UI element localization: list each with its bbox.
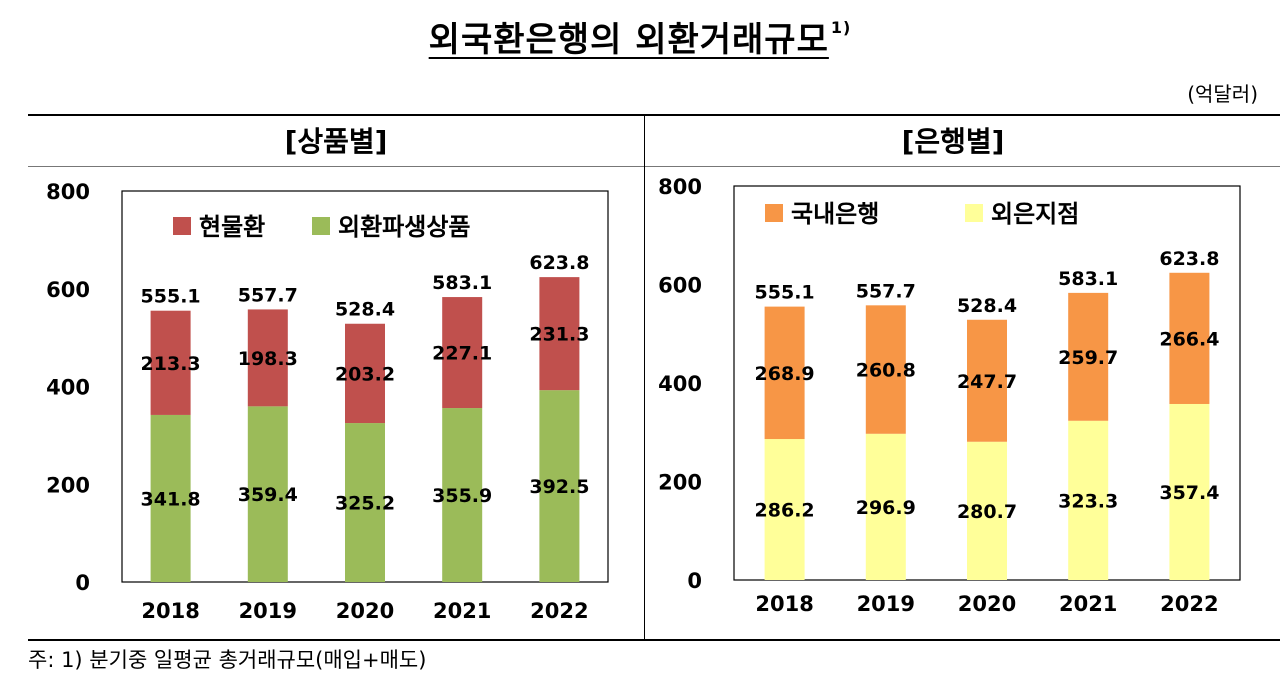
data-label: 355.9 xyxy=(432,485,492,507)
x-tick-label: 2019 xyxy=(239,599,297,623)
bar-segment xyxy=(1068,292,1109,421)
data-label: 231.3 xyxy=(529,324,589,346)
data-label: 247.7 xyxy=(957,371,1017,393)
total-label: 557.7 xyxy=(856,280,916,302)
page-title: 외국환은행의 외환거래규모 1) xyxy=(0,12,1280,61)
data-label: 341.8 xyxy=(141,488,201,510)
table-bottom-border xyxy=(28,639,1280,641)
bar-segment xyxy=(247,309,288,407)
data-label: 323.3 xyxy=(1058,490,1118,512)
data-label: 203.2 xyxy=(335,363,395,385)
x-tick-label: 2022 xyxy=(1160,592,1218,616)
total-label: 528.4 xyxy=(957,295,1017,317)
legend-swatch xyxy=(765,204,783,222)
bar-segment xyxy=(764,439,805,580)
bar-segment xyxy=(865,305,906,434)
x-tick-label: 2021 xyxy=(433,599,491,623)
unit-label: (억달러) xyxy=(1187,82,1258,106)
bar-segment xyxy=(442,297,483,409)
x-tick-label: 2021 xyxy=(1059,592,1117,616)
y-tick-label: 400 xyxy=(658,372,702,396)
data-label: 357.4 xyxy=(1159,482,1219,504)
y-tick-label: 400 xyxy=(46,376,90,400)
data-label: 286.2 xyxy=(755,500,815,522)
left-panel-title: [상품별] xyxy=(284,125,388,158)
y-tick-label: 600 xyxy=(46,278,90,302)
bar-segment xyxy=(539,390,580,582)
y-tick-label: 200 xyxy=(46,473,90,497)
bar-segment xyxy=(967,319,1007,442)
panel-divider xyxy=(644,114,645,640)
data-label: 325.2 xyxy=(335,493,395,515)
bar-segment xyxy=(345,323,385,424)
x-tick-label: 2018 xyxy=(755,592,813,616)
data-label: 280.7 xyxy=(957,501,1017,523)
y-tick-label: 800 xyxy=(46,180,90,204)
x-tick-label: 2019 xyxy=(857,592,915,616)
data-label: 268.9 xyxy=(755,363,815,385)
bar-segment xyxy=(442,408,483,582)
bar-segment xyxy=(150,414,191,582)
legend-swatch xyxy=(312,217,330,235)
data-label: 259.7 xyxy=(1058,347,1118,369)
total-label: 623.8 xyxy=(529,252,589,274)
legend-label: 외은지점 xyxy=(991,200,1079,228)
total-label: 555.1 xyxy=(141,286,201,308)
x-tick-label: 2020 xyxy=(336,599,394,623)
bar-segment xyxy=(1169,272,1210,404)
right-panel-title: [은행별] xyxy=(901,125,1005,158)
legend-label: 국내은행 xyxy=(791,200,879,228)
x-tick-label: 2020 xyxy=(958,592,1016,616)
bar-segment xyxy=(764,306,805,440)
bar-segment xyxy=(865,433,906,580)
legend-label: 현물환 xyxy=(199,213,265,241)
x-tick-label: 2018 xyxy=(141,599,199,623)
data-label: 213.3 xyxy=(141,353,201,375)
bar-segment xyxy=(1169,403,1210,580)
title-footnote-mark: 1) xyxy=(830,18,852,37)
y-tick-label: 600 xyxy=(658,274,702,298)
total-label: 583.1 xyxy=(432,272,492,294)
header-divider xyxy=(28,166,1280,167)
footnote: 주: 1) 분기중 일평균 총거래규모(매입+매도) xyxy=(28,648,427,672)
y-tick-label: 0 xyxy=(75,571,90,595)
data-label: 359.4 xyxy=(238,484,298,506)
bar-segment xyxy=(967,441,1007,580)
total-label: 528.4 xyxy=(335,299,395,321)
total-label: 583.1 xyxy=(1058,268,1118,290)
y-tick-label: 0 xyxy=(687,569,702,593)
bar-segment xyxy=(539,277,580,391)
bar-segment xyxy=(247,406,288,582)
legend-label: 외환파생상품 xyxy=(338,213,470,241)
data-label: 198.3 xyxy=(238,348,298,370)
y-tick-label: 800 xyxy=(658,175,702,199)
data-label: 227.1 xyxy=(432,343,492,365)
y-tick-label: 200 xyxy=(658,471,702,495)
data-label: 260.8 xyxy=(856,360,916,382)
page-title-text: 외국환은행의 외환거래규모 xyxy=(428,20,829,60)
bar-segment xyxy=(345,423,385,582)
legend-swatch xyxy=(965,204,983,222)
total-label: 555.1 xyxy=(755,282,815,304)
bank-chart: 0 200 400 600 800 286.2 268.9 555.1 2018 296.9 260… xyxy=(658,175,1241,616)
product-chart: 0 200 400 600 800 341.8 213.3 555.1 2018 359.4 198… xyxy=(46,180,609,623)
total-label: 557.7 xyxy=(238,284,298,306)
bar-segment xyxy=(1068,420,1109,580)
legend-swatch xyxy=(173,217,191,235)
data-label: 296.9 xyxy=(856,497,916,519)
data-label: 392.5 xyxy=(529,476,589,498)
bar-segment xyxy=(150,310,191,415)
x-tick-label: 2022 xyxy=(530,599,588,623)
total-label: 623.8 xyxy=(1159,248,1219,270)
data-label: 266.4 xyxy=(1159,328,1219,350)
table-top-border xyxy=(28,114,1280,116)
